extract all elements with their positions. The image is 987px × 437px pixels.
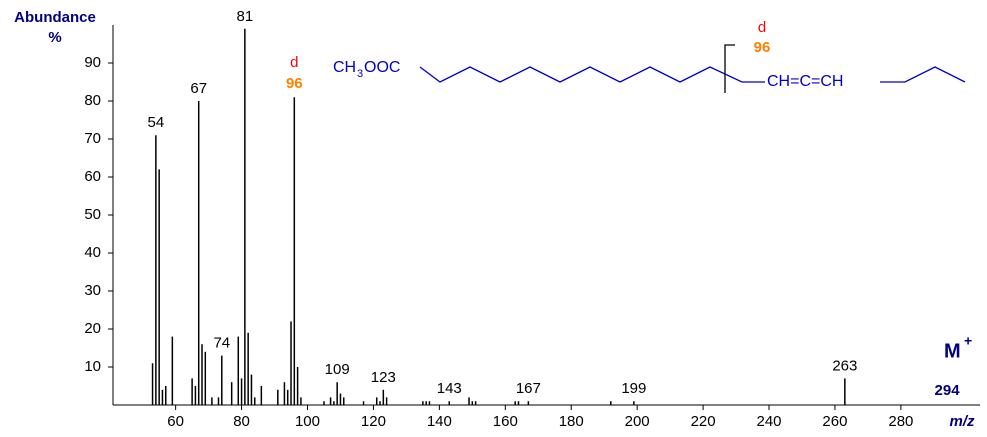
x-tick-label: 100 xyxy=(295,413,320,430)
molecular-ion-charge: + xyxy=(964,333,972,349)
y-tick-label: 40 xyxy=(84,244,101,261)
fragment-mz: 96 xyxy=(754,39,771,56)
x-tick-label: 180 xyxy=(559,413,584,430)
x-tick-label: 240 xyxy=(757,413,782,430)
x-tick-label: 140 xyxy=(427,413,452,430)
ester-sub: 3 xyxy=(357,68,363,80)
peak-label: 109 xyxy=(325,361,350,378)
x-tick-label: 120 xyxy=(361,413,386,430)
ester-left: CH xyxy=(333,59,356,76)
y-tick-label: 20 xyxy=(84,320,101,337)
y-axis-label: Abundance xyxy=(14,9,96,26)
y-tick-label: 50 xyxy=(84,206,101,223)
ester-right: OOC xyxy=(364,59,400,76)
molecular-ion-mz: 294 xyxy=(935,382,961,399)
peak-label: 143 xyxy=(437,380,462,397)
allene: CH=C=CH xyxy=(767,73,843,90)
chain xyxy=(419,66,765,83)
x-tick-label: 200 xyxy=(625,413,650,430)
y-tick-label: 80 xyxy=(84,92,101,109)
x-tick-label: 80 xyxy=(233,413,250,430)
chain-end xyxy=(880,66,966,83)
x-tick-label: 280 xyxy=(888,413,913,430)
peak-label: 54 xyxy=(148,114,165,131)
peak-label: 74 xyxy=(213,335,230,352)
fragment-peak-marker: d xyxy=(290,54,298,71)
x-tick-label: 260 xyxy=(822,413,847,430)
peak-label: 123 xyxy=(371,369,396,386)
y-tick-label: 60 xyxy=(84,168,101,185)
peak-label: 263 xyxy=(832,357,857,374)
y-tick-label: 30 xyxy=(84,282,101,299)
peak-label: 199 xyxy=(621,380,646,397)
x-axis-label: m/z xyxy=(949,413,975,430)
fragment-marker: d xyxy=(758,19,766,36)
y-tick-label: 70 xyxy=(84,130,101,147)
molecular-ion-label: M xyxy=(944,340,961,362)
peak-label: 167 xyxy=(516,380,541,397)
x-tick-label: 160 xyxy=(493,413,518,430)
peak-label: 81 xyxy=(237,8,254,25)
y-axis-unit: % xyxy=(48,29,61,46)
x-tick-label: 220 xyxy=(691,413,716,430)
fragment-peak-label: 96 xyxy=(286,75,303,92)
cleavage-bracket xyxy=(724,44,735,93)
y-tick-label: 90 xyxy=(84,54,101,71)
structure: CH 3 OOC CH=C=CH d 96 xyxy=(333,19,966,93)
peak-label: 67 xyxy=(190,80,207,97)
x-tick-label: 60 xyxy=(167,413,184,430)
y-tick-label: 10 xyxy=(84,358,101,375)
